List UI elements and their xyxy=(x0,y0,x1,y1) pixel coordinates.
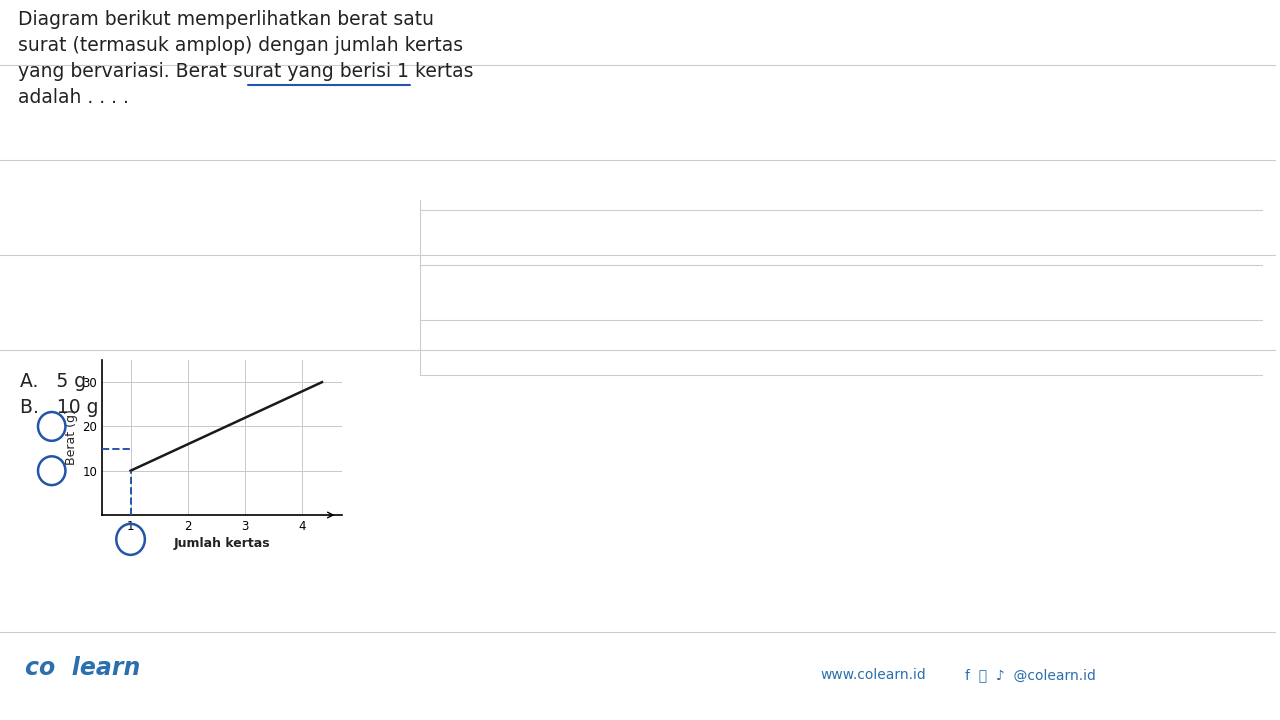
Text: C.   15 g: C. 15 g xyxy=(210,372,288,391)
Text: adalah . . . .: adalah . . . . xyxy=(18,88,129,107)
Text: B.   10 g: B. 10 g xyxy=(20,398,99,417)
Y-axis label: Berat (g): Berat (g) xyxy=(65,410,78,465)
X-axis label: Jumlah kertas: Jumlah kertas xyxy=(174,537,270,550)
Text: co  learn: co learn xyxy=(26,656,141,680)
Text: yang bervariasi. Berat surat yang berisi 1 kertas: yang bervariasi. Berat surat yang berisi… xyxy=(18,62,474,81)
Text: f  ⓞ  ♪  @colearn.id: f ⓞ ♪ @colearn.id xyxy=(965,668,1096,682)
Text: A.   5 g: A. 5 g xyxy=(20,372,86,391)
Text: D.   20 g: D. 20 g xyxy=(210,398,291,417)
Text: Diagram berikut memperlihatkan berat satu: Diagram berikut memperlihatkan berat sat… xyxy=(18,10,434,29)
Text: surat (termasuk amplop) dengan jumlah kertas: surat (termasuk amplop) dengan jumlah ke… xyxy=(18,36,463,55)
Text: www.colearn.id: www.colearn.id xyxy=(820,668,925,682)
